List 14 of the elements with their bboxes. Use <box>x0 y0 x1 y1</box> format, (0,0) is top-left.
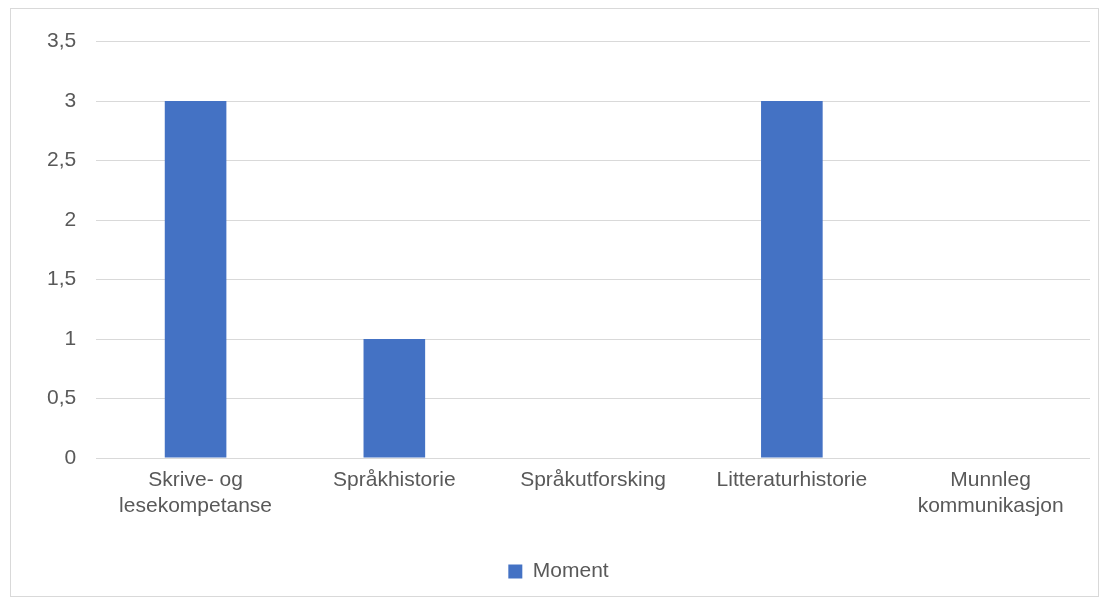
y-tick-label: 2,5 <box>46 147 77 171</box>
y-tick-label: 3,5 <box>46 28 77 52</box>
y-tick-label: 0 <box>64 444 77 468</box>
y-tick-label: 3 <box>64 87 77 111</box>
y-tick-label: 2 <box>64 206 77 230</box>
x-tick-label: Skrive- og lesekompetanse <box>119 467 273 516</box>
x-tick-label: Munnleg kommunikasjon <box>917 467 1064 516</box>
y-tick-label: 1 <box>64 325 77 349</box>
y-tick-label: 0,5 <box>46 385 77 409</box>
x-tick-label: Språkhistorie <box>333 467 456 491</box>
y-tick-label: 1,5 <box>46 266 77 290</box>
legend-label: Moment <box>532 558 609 582</box>
x-tick-label: Litteraturhistorie <box>716 467 868 491</box>
x-tick-label: Språkutforsking <box>520 467 667 491</box>
